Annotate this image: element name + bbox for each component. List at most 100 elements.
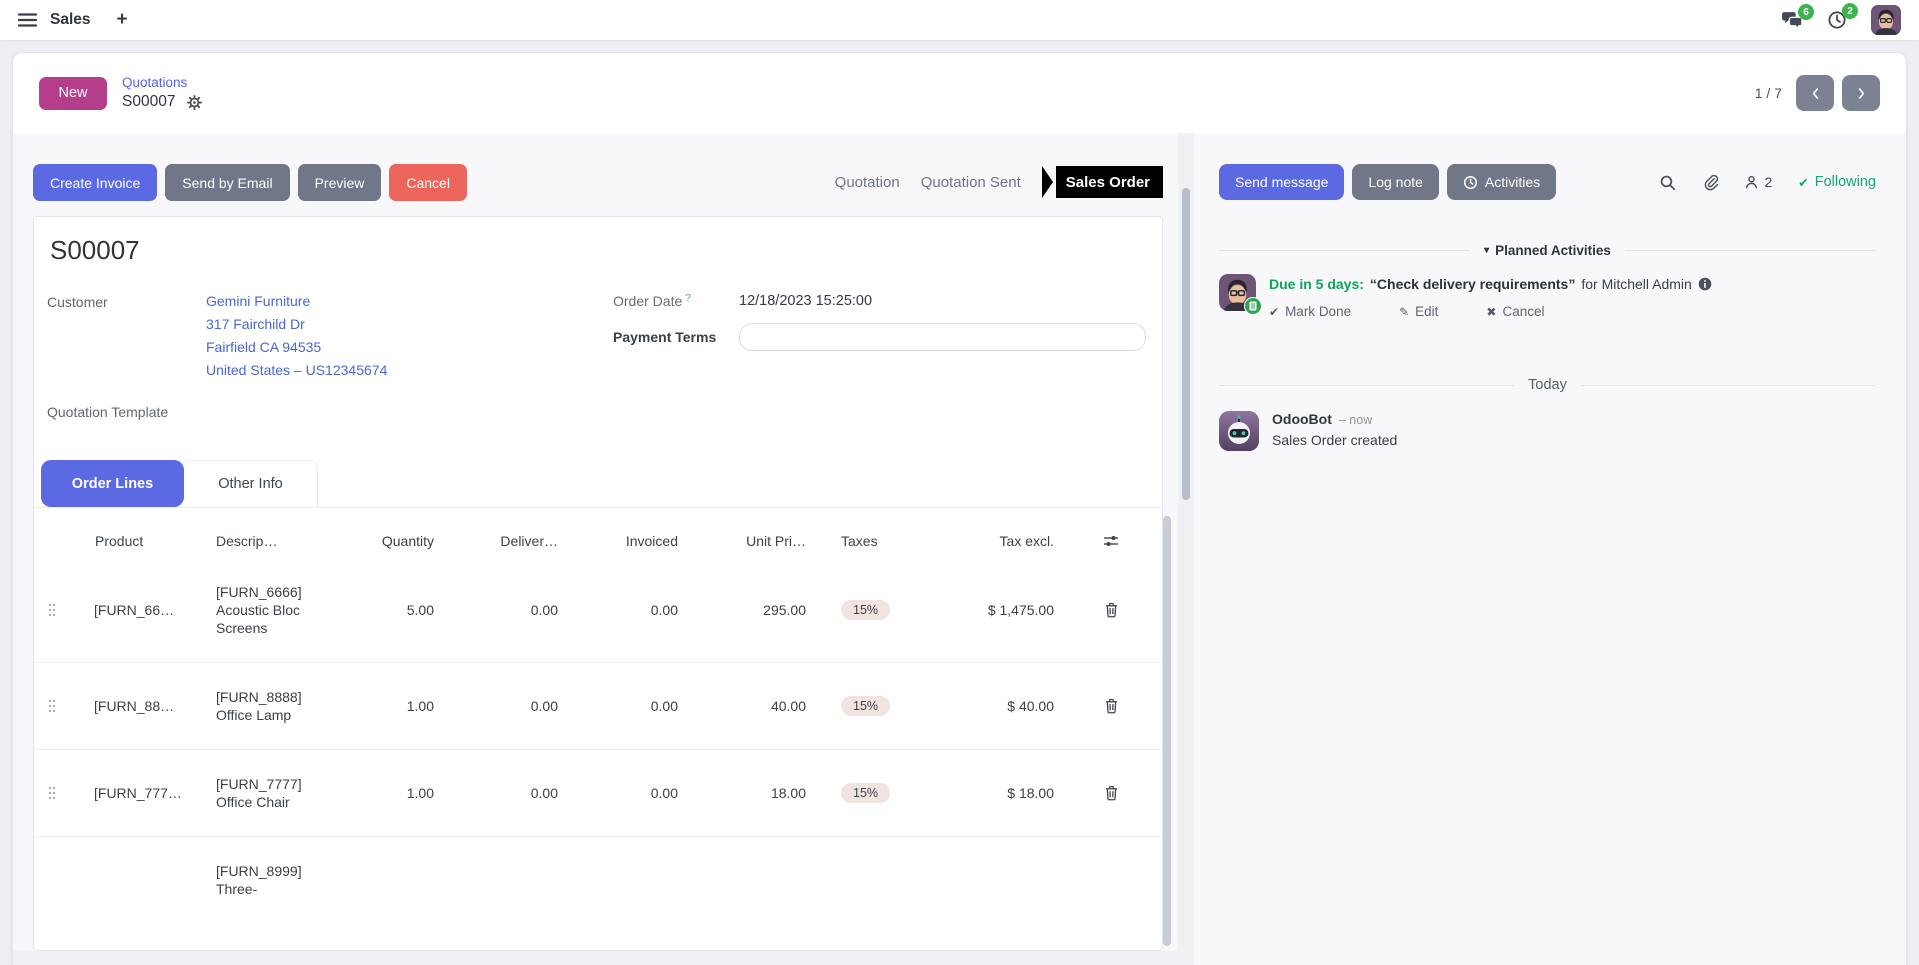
chatter-toolbar: Send message Log note Activities	[1219, 164, 1876, 200]
cell-quantity[interactable]: 5.00	[406, 602, 434, 618]
send-message-button[interactable]: Send message	[1219, 164, 1345, 200]
hamburger-menu-icon[interactable]	[18, 13, 37, 27]
odoobot-avatar[interactable]	[1219, 411, 1259, 451]
cell-unit-price[interactable]: 40.00	[770, 698, 806, 714]
col-header-taxes[interactable]: Taxes	[841, 533, 878, 549]
cell-product[interactable]: [FURN_777…	[94, 785, 182, 801]
new-record-plus-icon[interactable]: +	[116, 9, 128, 30]
form-vertical-scrollbar[interactable]	[1163, 516, 1171, 946]
planned-activities-divider: ▾ Planned Activities	[1219, 243, 1877, 258]
tab-other-info[interactable]: Other Info	[184, 460, 318, 507]
col-header-quantity[interactable]: Quantity	[381, 533, 434, 549]
tax-badge[interactable]: 15%	[841, 600, 891, 620]
payment-terms-label: Payment Terms	[613, 329, 717, 345]
drag-handle-icon[interactable]	[34, 603, 70, 617]
delete-row-trash-icon[interactable]	[1058, 602, 1162, 618]
activity-user-avatar[interactable]	[1219, 274, 1256, 311]
pager-next-button[interactable]	[1842, 75, 1880, 111]
customer-city-link[interactable]: Fairfield CA 94535	[206, 339, 322, 355]
message-item: OdooBot – now Sales Order created	[1219, 411, 1876, 451]
cell-quantity[interactable]: 1.00	[406, 785, 434, 801]
customer-label: Customer	[47, 294, 108, 310]
status-step-quotation-sent[interactable]: Quotation Sent	[920, 173, 1021, 191]
col-header-tax-excl[interactable]: Tax excl.	[999, 533, 1054, 549]
activity-assignee: for Mitchell Admin	[1581, 276, 1692, 292]
send-by-email-button[interactable]: Send by Email	[165, 164, 290, 201]
tax-badge[interactable]: 15%	[841, 783, 891, 803]
notebook-tabs: Order Lines Other Info	[34, 460, 1162, 508]
cell-tax-excl: $ 40.00	[1007, 698, 1054, 714]
delete-row-trash-icon[interactable]	[1058, 698, 1162, 714]
pager-previous-button[interactable]	[1796, 75, 1834, 111]
page-scrollbar-thumb[interactable]	[1182, 188, 1190, 500]
planned-activities-toggle[interactable]: ▾ Planned Activities	[1484, 243, 1611, 258]
cell-product[interactable]: [FURN_66…	[94, 602, 175, 618]
activities-schedule-button[interactable]: Activities	[1446, 164, 1557, 200]
cancel-button[interactable]: Cancel	[389, 164, 467, 201]
breadcrumb-quotations-link[interactable]: Quotations	[122, 75, 188, 90]
tab-order-lines[interactable]: Order Lines	[41, 460, 184, 507]
today-divider: Today	[1219, 377, 1877, 393]
pencil-icon: ✎	[1399, 305, 1410, 319]
edit-activity-button[interactable]: ✎ Edit	[1399, 304, 1439, 319]
cell-description[interactable]: [FURN_8999] Three-	[216, 863, 302, 897]
cell-quantity[interactable]: 1.00	[406, 698, 434, 714]
cell-unit-price[interactable]: 295.00	[763, 602, 806, 618]
customer-country-link[interactable]: United States – US12345674	[206, 362, 388, 378]
user-avatar[interactable]	[1871, 5, 1901, 35]
col-header-product[interactable]: Product	[95, 533, 144, 549]
payment-terms-input[interactable]	[739, 323, 1146, 351]
message-timestamp: – now	[1338, 413, 1373, 427]
optional-columns-icon[interactable]	[1058, 534, 1162, 548]
messages-button[interactable]: 6	[1781, 4, 1814, 29]
order-line-row: [FURN_777… [FURN_7777] Office Chair 1.00…	[34, 750, 1162, 837]
app-menu-sales[interactable]: Sales	[50, 11, 91, 28]
cell-description[interactable]: [FURN_7777] Office Chair	[216, 776, 302, 810]
cell-product[interactable]: [FURN_88…	[94, 698, 175, 714]
mark-done-button[interactable]: ✔ Mark Done	[1269, 304, 1352, 319]
col-header-delivered[interactable]: Deliver…	[500, 533, 558, 549]
top-navbar: Sales + 6 2	[0, 0, 1919, 40]
cancel-activity-button[interactable]: ✖ Cancel	[1486, 304, 1545, 319]
info-icon[interactable]	[1698, 277, 1712, 291]
customer-street-link[interactable]: 317 Fairchild Dr	[206, 316, 305, 332]
breadcrumb: Quotations S00007	[122, 75, 203, 111]
col-header-unit-price[interactable]: Unit Pri…	[746, 533, 806, 549]
form-horizontal-scrollbar-track[interactable]	[13, 951, 1178, 965]
log-note-button[interactable]: Log note	[1352, 164, 1439, 200]
attachments-paperclip-icon[interactable]	[1702, 174, 1719, 191]
cell-description[interactable]: [FURN_8888] Office Lamp	[216, 689, 302, 723]
drag-handle-icon[interactable]	[34, 786, 70, 800]
following-toggle[interactable]: ✔ Following	[1798, 174, 1876, 190]
activities-button[interactable]: 2	[1827, 3, 1858, 30]
help-question-icon: ?	[685, 293, 691, 304]
delete-row-trash-icon[interactable]	[1058, 785, 1162, 801]
create-invoice-button[interactable]: Create Invoice	[33, 164, 158, 201]
today-label: Today	[1528, 377, 1567, 393]
search-messages-icon[interactable]	[1659, 174, 1676, 191]
preview-button[interactable]: Preview	[297, 164, 382, 201]
customer-name-link[interactable]: Gemini Furniture	[206, 293, 311, 309]
cell-unit-price[interactable]: 18.00	[770, 785, 806, 801]
cell-description[interactable]: [FURN_6666] Acoustic Bloc Screens	[216, 584, 302, 636]
breadcrumb-current-record: S00007	[122, 93, 176, 110]
statusbar: Quotation Quotation Sent Sales Order	[835, 166, 1163, 198]
new-button[interactable]: New	[39, 76, 107, 110]
col-header-invoiced[interactable]: Invoiced	[625, 533, 678, 549]
drag-handle-icon[interactable]	[34, 699, 70, 713]
page-scrollbar-track[interactable]	[1178, 133, 1194, 965]
order-line-row: [FURN_88… [FURN_8888] Office Lamp 1.00 0…	[34, 663, 1162, 750]
status-step-sales-order-active[interactable]: Sales Order	[1041, 166, 1163, 198]
followers-button[interactable]: 2	[1744, 174, 1772, 190]
cell-invoiced: 0.00	[650, 785, 678, 801]
order-date-value[interactable]: 12/18/2023 15:25:00	[739, 293, 873, 309]
tax-badge[interactable]: 15%	[841, 696, 891, 716]
messages-count-badge: 6	[1798, 4, 1814, 20]
col-header-description[interactable]: Descrip…	[216, 533, 278, 549]
message-author[interactable]: OdooBot	[1272, 411, 1332, 427]
chat-bubbles-icon	[1781, 11, 1803, 29]
status-step-quotation[interactable]: Quotation	[834, 173, 900, 191]
activity-summary: “Check delivery requirements”	[1369, 276, 1576, 292]
gear-icon[interactable]	[187, 94, 203, 110]
followers-count: 2	[1764, 174, 1773, 190]
